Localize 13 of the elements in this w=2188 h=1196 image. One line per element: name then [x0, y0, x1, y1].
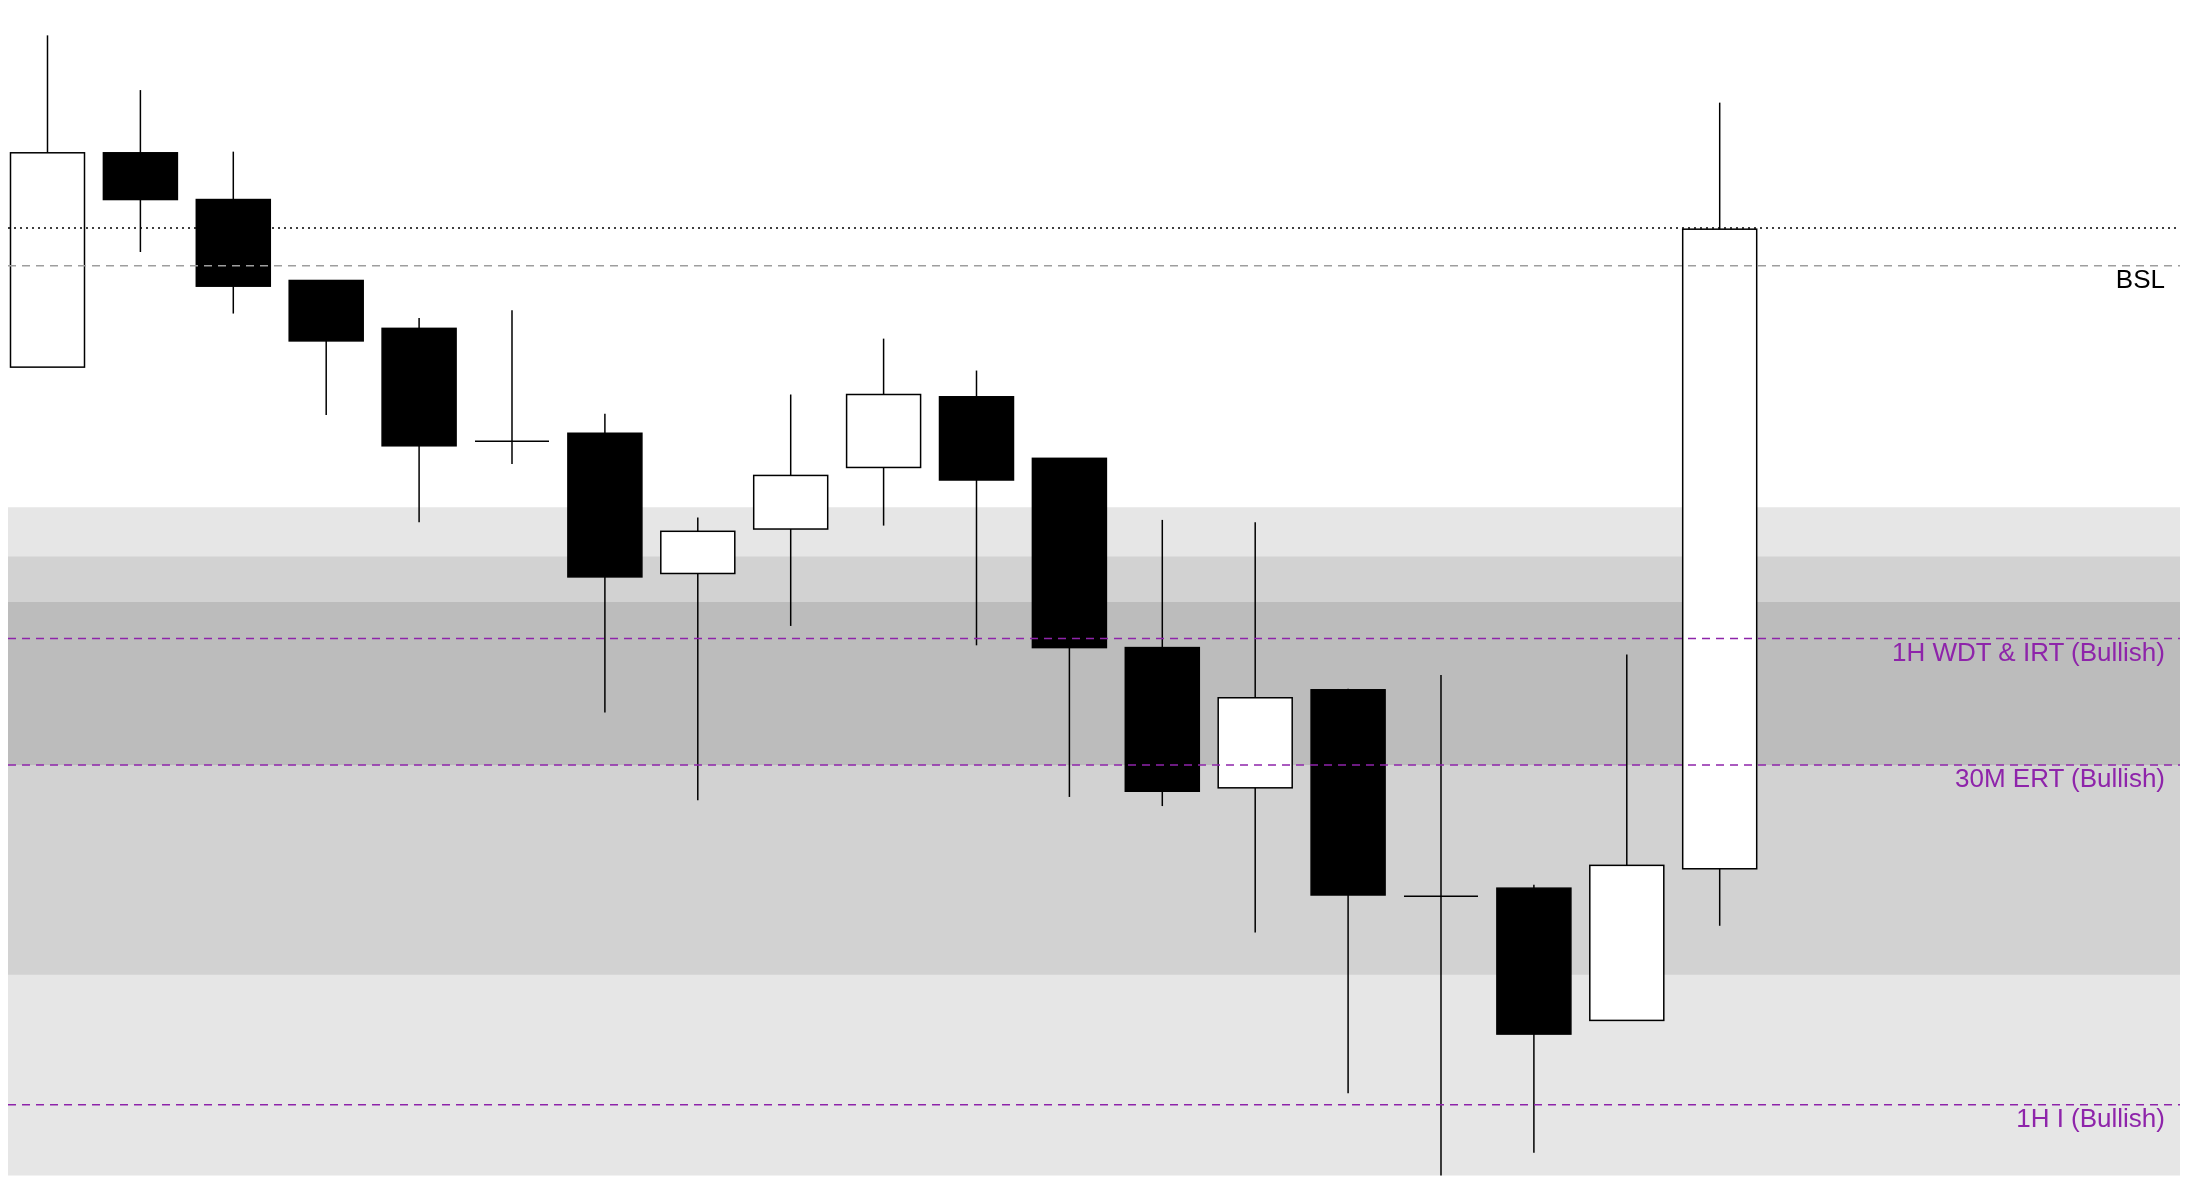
candlestick: [938, 369, 1015, 647]
candlestick: [474, 309, 550, 465]
candlestick: [381, 317, 457, 523]
candlestick: [1217, 521, 1293, 934]
candlestick: [567, 413, 643, 714]
ref-line-label: 30M ERT (Bullish): [1955, 763, 2165, 794]
ref-line-label: BSL: [2115, 263, 2165, 294]
candlestick: [752, 393, 829, 627]
candlestick: [1403, 674, 1479, 1177]
candlestick: [845, 337, 922, 527]
ref-line-label: 1H WDT & IRT (Bullish): [1891, 636, 2165, 667]
ref-line-label: 1H I (Bullish): [2016, 1103, 2165, 1133]
candlestick: [660, 516, 736, 802]
